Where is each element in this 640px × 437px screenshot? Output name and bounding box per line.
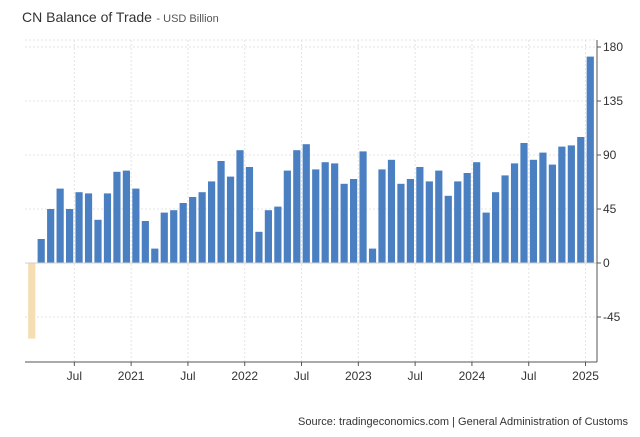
- bar-2023-04: [359, 151, 367, 263]
- bar-2022-11: [321, 162, 329, 263]
- bar-2023-09: [406, 179, 414, 263]
- bar-2023-05: [368, 248, 377, 263]
- bar-2023-11: [425, 181, 433, 263]
- bar-2023-12: [435, 170, 443, 263]
- bar-2023-01: [340, 183, 348, 263]
- bar-2020-06: [66, 209, 74, 263]
- x-tick-label: Jul: [521, 369, 536, 383]
- x-tick-label: Jul: [67, 369, 82, 383]
- bar-2022-05: [264, 210, 272, 263]
- bar-2024-11: [529, 159, 538, 263]
- bar-2022-01: [236, 150, 244, 263]
- bar-2021-09: [198, 192, 206, 263]
- y-tick-label: 135: [603, 94, 623, 108]
- bar-2020-09: [94, 219, 102, 263]
- bar-2021-04: [151, 248, 159, 263]
- y-tick-label: 0: [603, 256, 610, 270]
- bar-2020-05: [56, 188, 64, 263]
- bar-2023-06: [378, 169, 386, 263]
- bar-2020-08: [84, 193, 93, 263]
- x-tick-label: 2022: [231, 369, 258, 383]
- bar-2020-04: [47, 209, 55, 263]
- bar-2024-10: [520, 143, 528, 263]
- bar-2024-08: [501, 175, 509, 263]
- bar-2021-07: [179, 203, 187, 263]
- x-tick-label: 2023: [345, 369, 372, 383]
- chart-subtitle: - USD Billion: [156, 13, 219, 25]
- bar-2022-09: [302, 144, 310, 263]
- bar-2022-08: [293, 150, 301, 263]
- bar-2024-03: [454, 181, 462, 263]
- bar-2024-12: [539, 152, 547, 263]
- bar-2023-08: [397, 183, 405, 263]
- bar-2025-01: [548, 164, 556, 263]
- bar-2020-10: [103, 193, 112, 263]
- bar-2021-03: [141, 221, 149, 263]
- bar-2024-06: [482, 212, 490, 263]
- x-tick-label: Jul: [407, 369, 422, 383]
- bar-2022-12: [331, 163, 339, 263]
- source-note: Source: tradingeconomics.com | General A…: [298, 416, 628, 428]
- x-tick-label: Jul: [294, 369, 309, 383]
- bar-2021-01: [132, 188, 140, 263]
- bar-2024-04: [463, 173, 471, 263]
- bar-2023-10: [416, 167, 424, 263]
- bar-2022-06: [274, 206, 282, 263]
- bar-2024-01: [444, 195, 452, 263]
- x-tick-label: 2024: [459, 369, 486, 383]
- bar-2024-05: [473, 162, 481, 263]
- bar-2021-10: [208, 181, 216, 263]
- bar-2024-09: [510, 163, 519, 263]
- y-tick-label: 90: [603, 148, 617, 162]
- bar-undefined: [577, 137, 585, 263]
- bar-2020-07: [75, 192, 83, 263]
- bar-2022-04: [255, 231, 263, 263]
- bar-undefined: [567, 145, 575, 263]
- bar-2022-03: [245, 167, 254, 263]
- chart-title: CN Balance of Trade: [22, 9, 152, 25]
- bar-2020-01: [28, 263, 36, 339]
- bar-undefined: [586, 56, 594, 263]
- bar-2023-07: [387, 159, 396, 263]
- bar-2022-10: [312, 169, 320, 263]
- bar-2021-08: [189, 197, 197, 263]
- bar-2022-07: [283, 170, 291, 263]
- y-tick-label: 45: [603, 202, 617, 216]
- bar-2024-07: [492, 192, 500, 263]
- x-tick-label: 2025: [572, 369, 599, 383]
- bar-2023-03: [350, 179, 358, 263]
- bar-2021-05: [160, 212, 168, 263]
- bar-2021-06: [170, 210, 178, 263]
- bar-2021-11: [217, 161, 225, 263]
- x-tick-label: 2021: [118, 369, 145, 383]
- y-tick-label: -45: [603, 310, 621, 324]
- bar-2020-11: [113, 171, 121, 263]
- bar-undefined: [558, 146, 566, 263]
- chart-title-row: CN Balance of Trade - USD Billion: [22, 9, 219, 27]
- y-tick-label: 180: [603, 40, 623, 54]
- bar-2020-12: [122, 170, 130, 263]
- bar-2021-12: [226, 176, 235, 263]
- x-tick-label: Jul: [180, 369, 195, 383]
- bar-2020-03: [37, 239, 45, 263]
